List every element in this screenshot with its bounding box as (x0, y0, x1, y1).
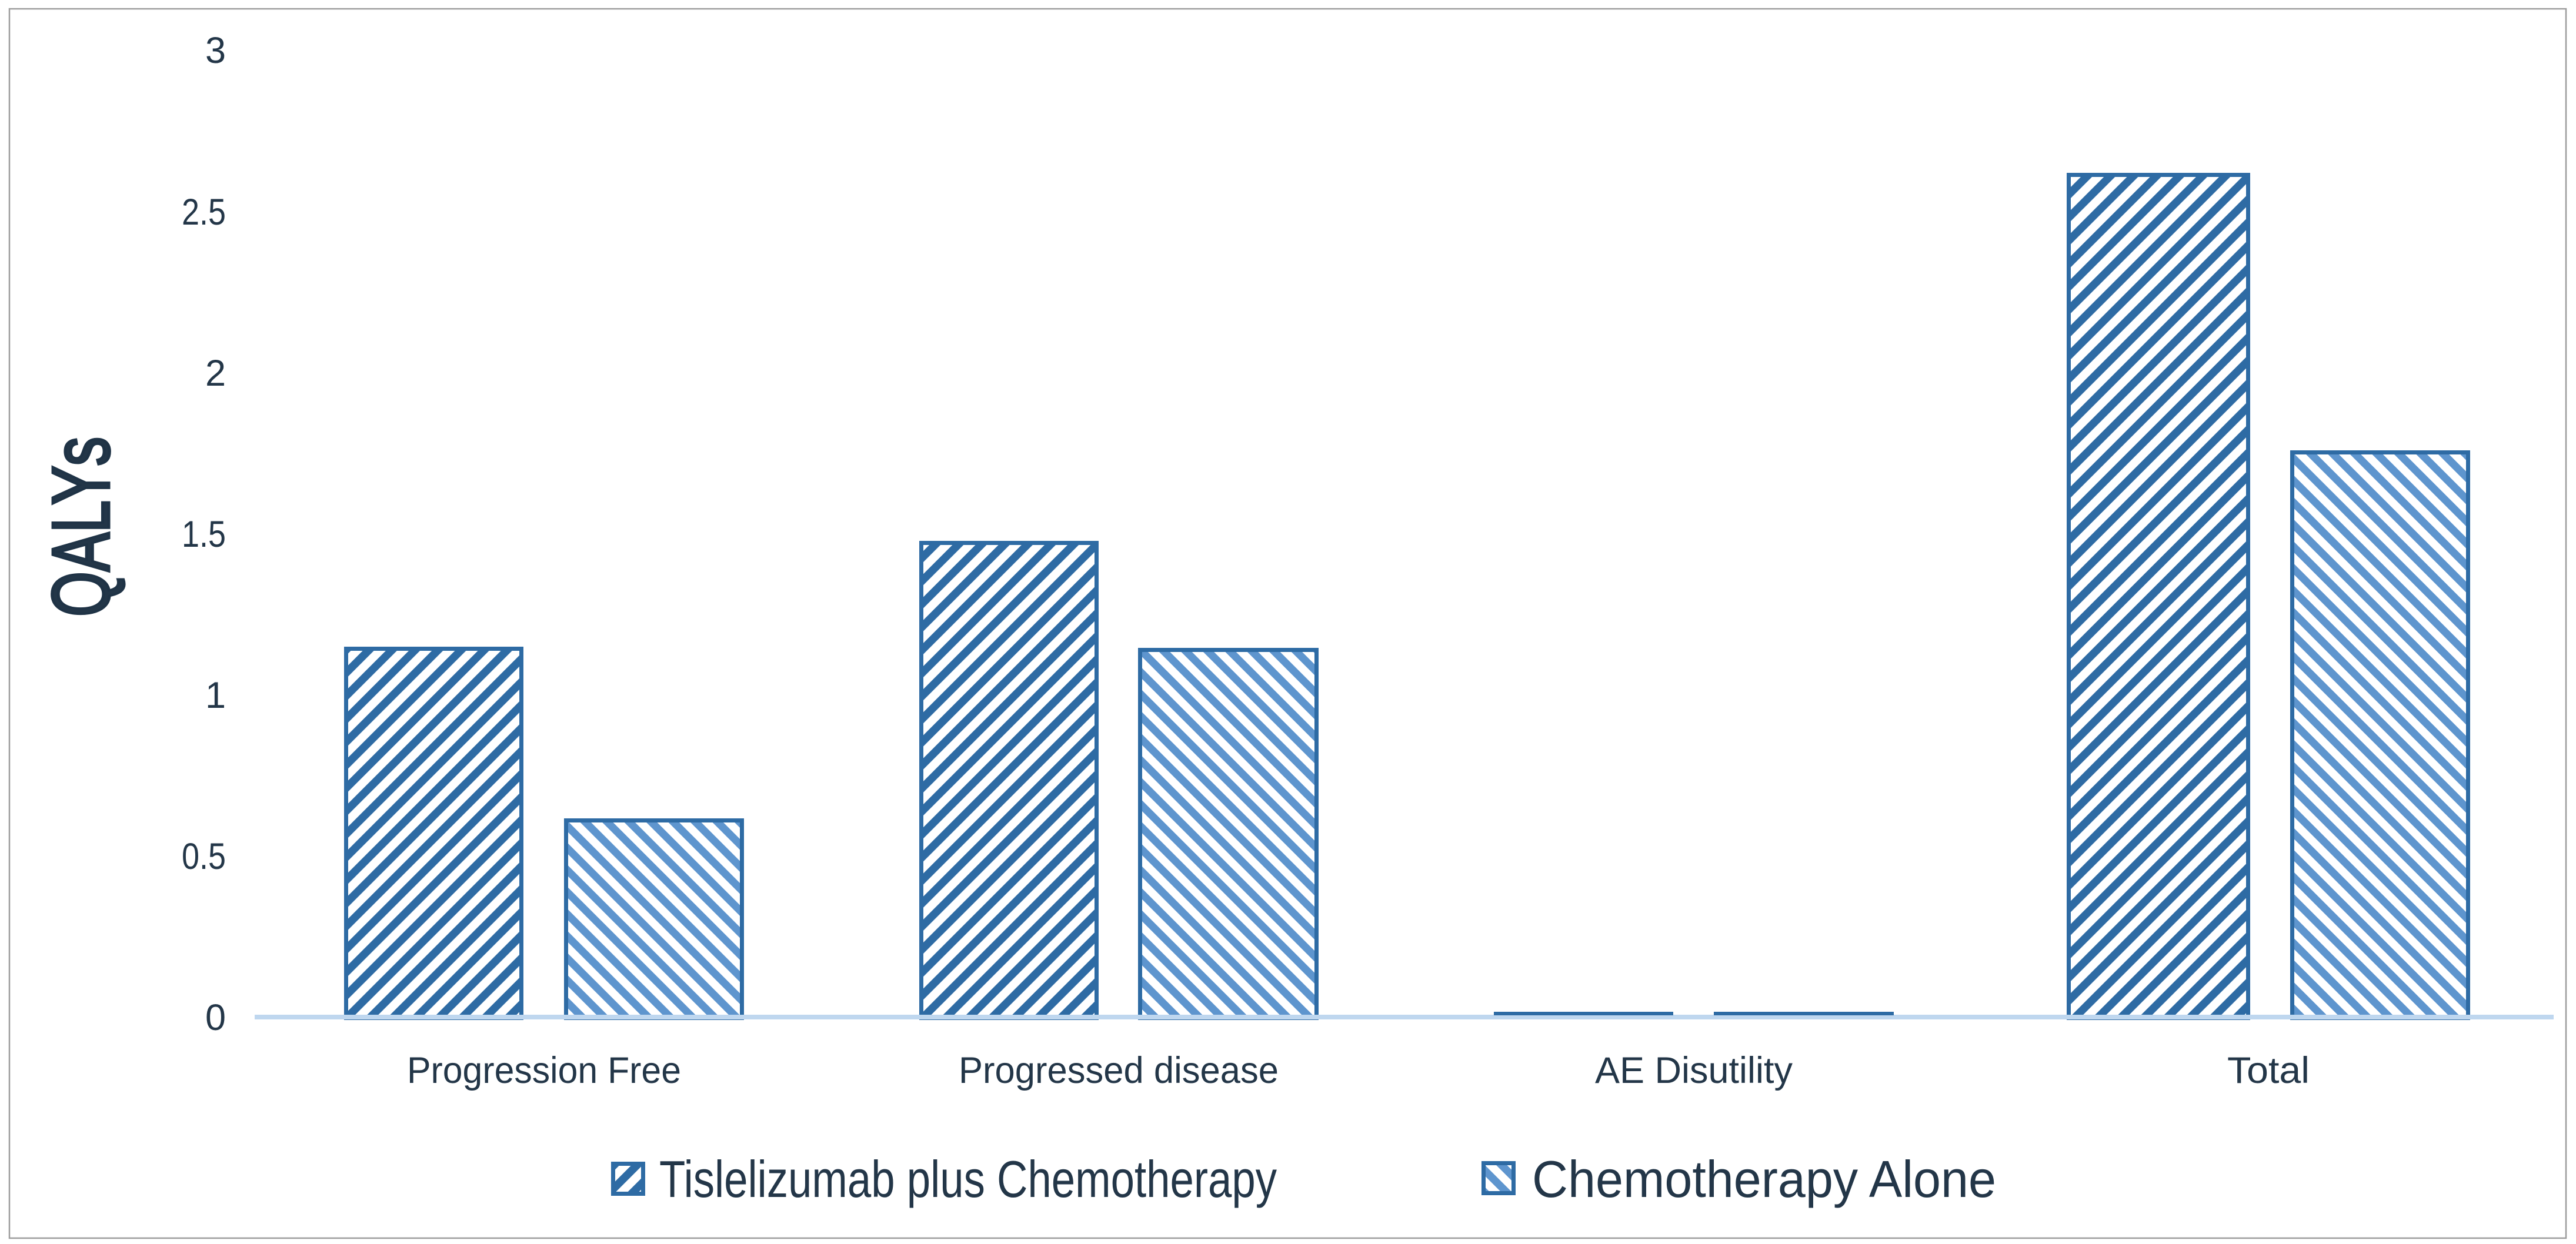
svg-text:3: 3 (205, 30, 226, 71)
svg-text:Chemotherapy Alone: Chemotherapy Alone (1532, 1150, 1996, 1208)
svg-text:Total: Total (2227, 1050, 2310, 1091)
svg-text:AE Disutility: AE Disutility (1595, 1050, 1793, 1091)
svg-text:Tislelizumab plus Chemotherapy: Tislelizumab plus Chemotherapy (659, 1150, 1277, 1208)
svg-text:0: 0 (205, 997, 226, 1038)
svg-text:2: 2 (205, 353, 226, 394)
svg-text:2.5: 2.5 (182, 192, 226, 233)
svg-text:Progressed disease: Progressed disease (959, 1050, 1279, 1091)
svg-text:QALYs: QALYs (36, 437, 126, 617)
svg-text:Progression Free: Progression Free (407, 1050, 681, 1091)
svg-text:0.5: 0.5 (182, 836, 226, 877)
svg-text:1.5: 1.5 (182, 514, 226, 555)
svg-text:1: 1 (205, 675, 226, 716)
